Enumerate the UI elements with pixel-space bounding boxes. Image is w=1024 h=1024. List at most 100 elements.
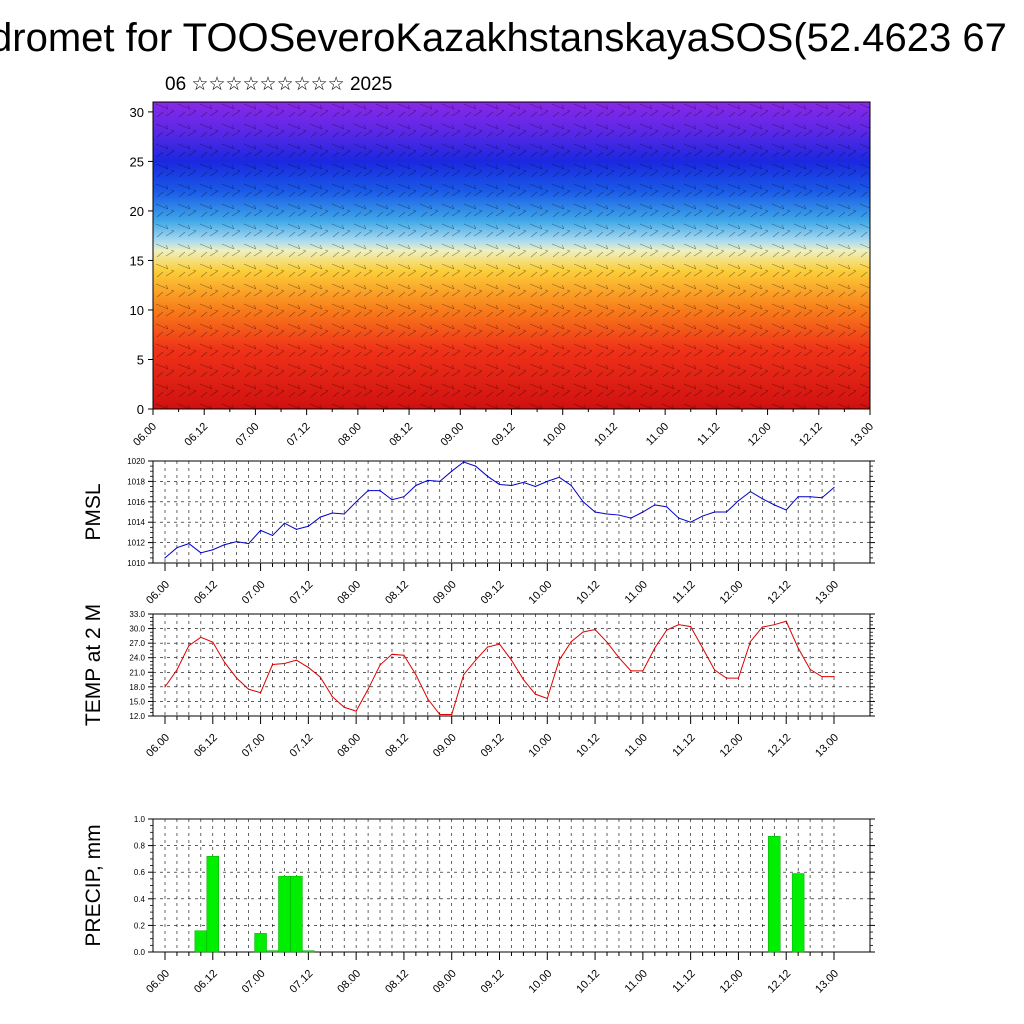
ytick-label: 1016 [127, 498, 145, 507]
pmsl-point [606, 513, 608, 515]
pmsl-point [833, 486, 835, 489]
ytick-label: 33.0 [129, 610, 145, 619]
temp-point [761, 626, 763, 628]
heatmap-xtick-label: 13.00 [848, 421, 876, 449]
pmsl-point [690, 521, 692, 523]
precip-bar [194, 930, 208, 953]
temp-point [403, 654, 405, 656]
ytick-label: 1.0 [134, 815, 146, 824]
panel-precip [148, 818, 875, 960]
pmsl-point [761, 498, 763, 500]
temp-point [570, 641, 572, 643]
xtick-label: 07.12 [288, 579, 316, 607]
temp-point [212, 641, 214, 643]
temp-point [833, 676, 835, 678]
precip-bar [290, 875, 303, 953]
xtick-label: 06.00 [144, 732, 172, 760]
temp-point [594, 628, 596, 631]
pmsl-point [797, 496, 799, 498]
precip-bar [266, 950, 279, 953]
temp-point [331, 695, 333, 698]
precip-bar [302, 950, 315, 953]
precip-bar [768, 836, 781, 953]
panel-pmsl [148, 460, 875, 571]
xtick-label: 06.00 [144, 579, 172, 607]
ytick-label: 1014 [127, 518, 145, 527]
panel-temp [148, 613, 875, 724]
xtick-label: 09.00 [431, 732, 459, 760]
xtick-label: 06.12 [192, 732, 220, 760]
pmsl-point [439, 480, 441, 482]
xtick-label: 08.12 [383, 732, 411, 760]
pmsl-point [236, 540, 238, 543]
ytick-label: 18.0 [129, 683, 145, 692]
temp-point [176, 669, 178, 671]
wind-vectors [153, 102, 870, 409]
xtick-label: 07.00 [240, 579, 268, 607]
pmsl-point [475, 465, 477, 467]
xtick-label: 11.12 [670, 968, 697, 995]
xtick-label: 06.12 [192, 579, 220, 607]
pmsl-point [391, 499, 393, 501]
heatmap-ytick-label: 25 [130, 154, 144, 169]
heatmap-xtick-label: 06.12 [182, 421, 210, 449]
temp-point [248, 688, 250, 690]
precip-bar [206, 855, 220, 953]
temp-point [690, 626, 692, 628]
pmsl-point [427, 479, 429, 481]
ytick-label: 0.4 [134, 895, 146, 904]
xtick-label: 06.00 [144, 968, 172, 996]
pmsl-point [164, 557, 166, 559]
pmsl-point [809, 496, 811, 498]
temp-point [713, 669, 716, 671]
temp-point [200, 636, 202, 638]
temp-point [463, 674, 465, 676]
xtick-label: 11.00 [623, 968, 650, 995]
xtick-label: 13.00 [813, 732, 841, 760]
pmsl-point [618, 514, 620, 516]
pmsl-point [594, 511, 596, 513]
pmsl-point [558, 476, 560, 478]
ytick-label: 21.0 [129, 668, 145, 677]
pmsl-point [666, 506, 668, 508]
heatmap-xtick-label: 09.12 [490, 421, 518, 449]
temp-point [236, 677, 238, 679]
xtick-label: 07.00 [240, 732, 268, 760]
pmsl-point [749, 491, 751, 493]
temp-point [749, 641, 751, 643]
temp-point [558, 659, 560, 661]
heatmap-ytick-label: 30 [130, 105, 144, 120]
pmsl-point [642, 511, 644, 513]
temp-point [498, 643, 501, 645]
xtick-label: 10.12 [574, 732, 602, 760]
heatmap-xtick-label: 08.00 [336, 421, 364, 449]
temp-point [283, 662, 286, 665]
temp-point [630, 670, 632, 672]
heatmap-xtick-label: 09.00 [438, 421, 466, 449]
pmsl-point [379, 489, 381, 492]
xtick-label: 11.12 [670, 579, 697, 606]
heatmap-ytick-label: 0 [137, 402, 144, 417]
heatmap-xtick-label: 10.12 [592, 421, 620, 449]
pmsl-point [176, 547, 178, 549]
temp-point [475, 659, 477, 661]
xtick-label: 12.12 [765, 579, 793, 607]
xtick-label: 09.12 [479, 579, 507, 607]
pmsl-point [570, 484, 572, 487]
pmsl-point [522, 481, 524, 484]
panel-ylabel: TEMP at 2 M [82, 604, 105, 726]
xtick-label: 11.12 [670, 732, 697, 759]
ytick-label: 1010 [127, 559, 145, 568]
temp-point [427, 698, 429, 700]
pmsl-point [678, 517, 680, 519]
temp-point [654, 647, 656, 649]
temp-point [259, 692, 262, 694]
ytick-label: 0.2 [134, 921, 146, 930]
xtick-label: 09.00 [431, 968, 459, 996]
pmsl-point [463, 461, 465, 463]
temp-point [642, 670, 644, 672]
pmsl-point [713, 511, 716, 513]
temp-point [522, 678, 524, 681]
temp-point [797, 647, 799, 649]
